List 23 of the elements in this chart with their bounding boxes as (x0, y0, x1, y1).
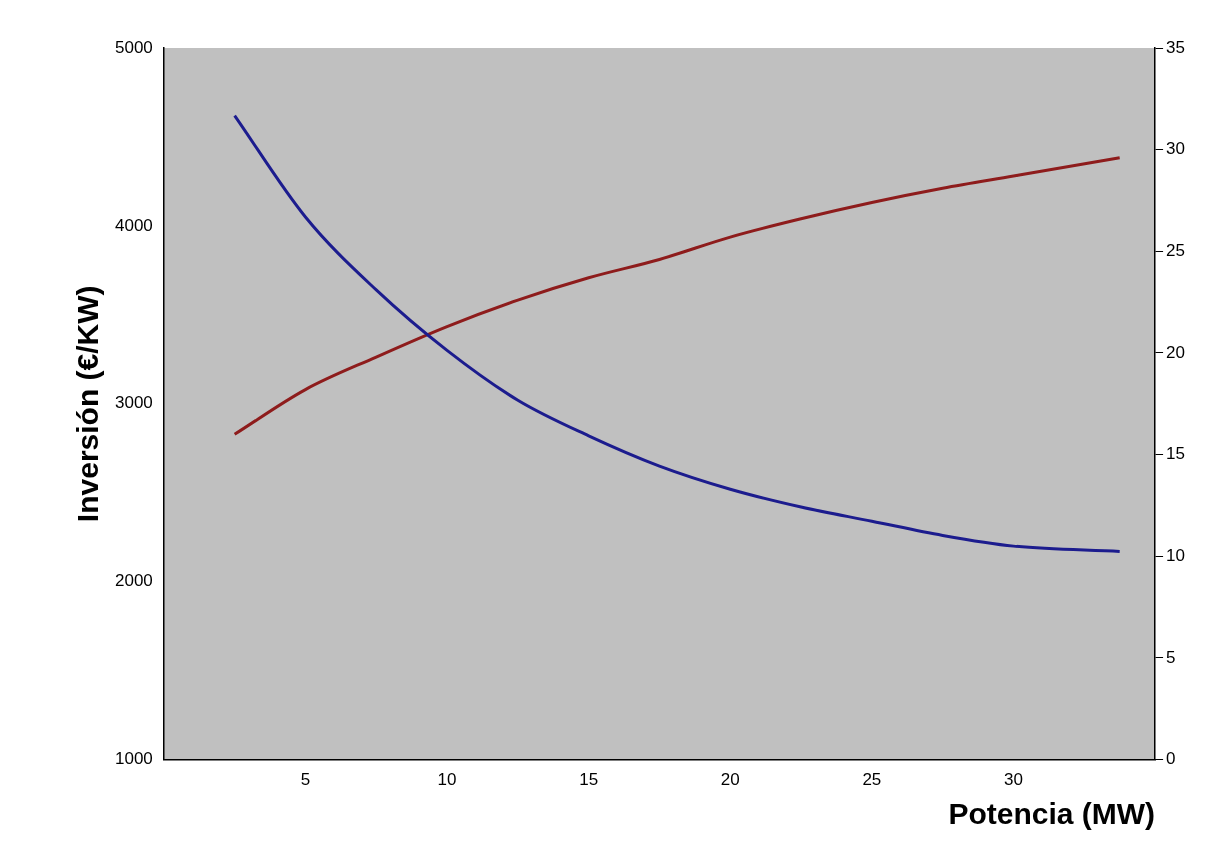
y2-tick-label: 0 (1166, 749, 1176, 769)
line-series (233, 156, 1122, 436)
y2-tick-label: 15 (1166, 444, 1186, 464)
x-axis-title: Potencia (MW) (948, 797, 1156, 831)
y-tick-label: 2000 (114, 571, 153, 591)
x-tick-label: 20 (720, 770, 740, 790)
y2-tick-label: 5 (1166, 647, 1176, 667)
y2-tick-label: 20 (1166, 342, 1186, 362)
x-tick-label: 15 (579, 770, 599, 790)
y-tick-label: 1000 (114, 749, 153, 769)
y2-tick-label: 35 (1166, 37, 1186, 57)
x-tick-label: 30 (1004, 770, 1023, 790)
x-tick-label: 5 (300, 770, 311, 790)
y2-tick-label: 25 (1166, 241, 1186, 260)
y-tick-label: 4000 (114, 215, 153, 235)
x-tick-label: 25 (862, 770, 882, 790)
line-series (233, 114, 1122, 553)
y2-tick-label: 10 (1166, 545, 1186, 565)
x-tick-label: 10 (437, 770, 457, 790)
y-axis-title: Inversión (€/KW) (71, 285, 105, 523)
y-tick-label: 3000 (114, 393, 153, 413)
y2-tick-label: 30 (1166, 139, 1186, 159)
y-tick-label: 5000 (114, 37, 153, 57)
